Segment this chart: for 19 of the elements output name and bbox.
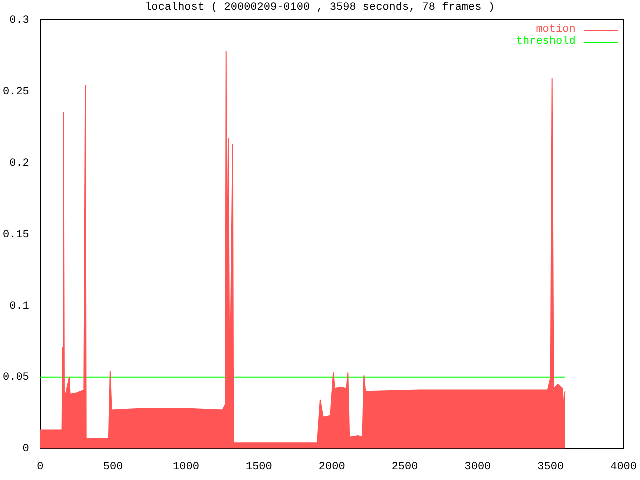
x-tick-label: 1000: [173, 461, 200, 474]
y-tick-label: 0: [22, 444, 30, 456]
x-tick-label: 3000: [464, 461, 492, 474]
y-tick-label: 0.05: [3, 372, 30, 384]
legend-label: threshold: [516, 36, 576, 48]
x-tick-label: 4000: [610, 461, 637, 474]
chart-title: localhost ( 20000209-0100 , 3598 seconds, 78 frames ): [144, 2, 496, 14]
legend-label: motion: [536, 24, 576, 36]
y-tick-label: 0.25: [3, 86, 30, 98]
x-tick-label: 2000: [318, 461, 346, 474]
x-tick-label: 500: [103, 461, 124, 474]
y-tick-label: 0.15: [3, 229, 30, 242]
x-tick-label: 1500: [246, 461, 272, 474]
y-tick-label: 0.1: [10, 300, 30, 313]
x-tick-label: 0: [37, 461, 44, 474]
x-tick-label: 3500: [538, 461, 564, 474]
y-tick-label: 0.3: [10, 14, 30, 27]
x-tick-label: 2500: [392, 461, 418, 474]
y-tick-label: 0.2: [10, 158, 30, 170]
